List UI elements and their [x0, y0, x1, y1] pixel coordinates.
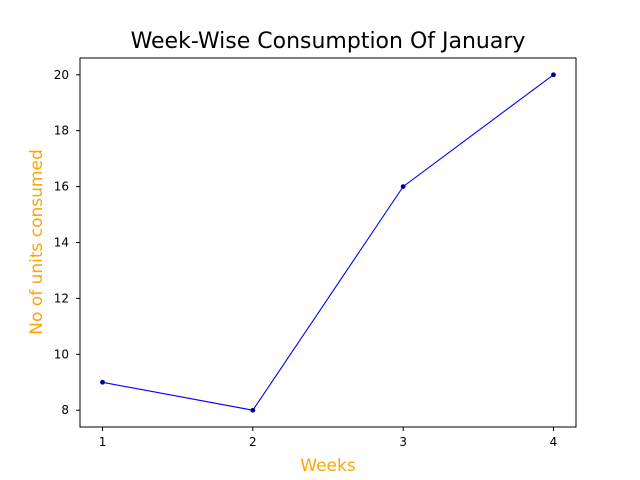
y-tick-label: 18: [54, 124, 69, 138]
x-tick-label: 2: [249, 435, 257, 449]
series-line-0: [102, 74, 554, 411]
y-tick-label: 16: [54, 180, 69, 194]
y-tick-label: 12: [54, 291, 69, 305]
x-tick-label: 1: [99, 435, 107, 449]
y-tick-label: 8: [61, 403, 69, 417]
x-tick-label: 4: [550, 435, 558, 449]
y-tick-label: 14: [54, 236, 69, 250]
y-tick-label: 20: [54, 68, 69, 82]
chart-title: Week-Wise Consumption Of January: [131, 29, 526, 54]
x-axis-ticks: 1 2 3 4: [99, 427, 558, 449]
data-point-week-4: [551, 72, 556, 78]
y-tick-label: 10: [54, 347, 69, 361]
series-layer: [100, 72, 556, 413]
y-axis-ticks: 8 10 12 14 16 18 20: [54, 68, 80, 417]
data-point-week-3: [400, 184, 406, 189]
x-axis-label: Weeks: [300, 456, 356, 476]
y-axis-label: No of units consumed: [27, 149, 47, 334]
data-point-week-1: [100, 379, 105, 385]
x-tick-label: 3: [399, 435, 407, 449]
data-point-week-2: [250, 407, 256, 413]
